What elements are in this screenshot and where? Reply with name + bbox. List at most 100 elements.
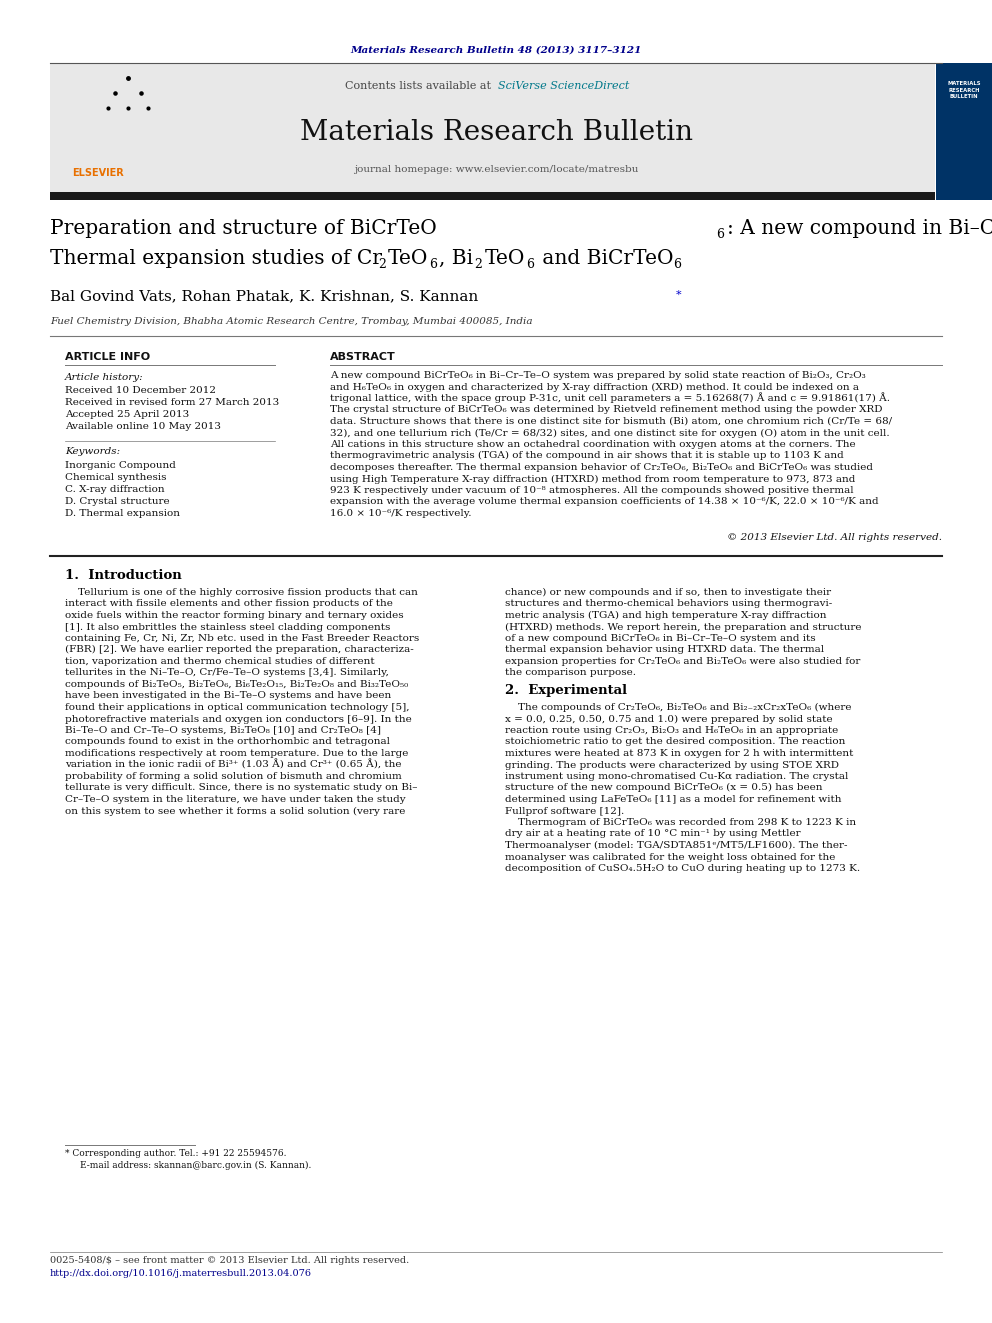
Text: have been investigated in the Bi–Te–O systems and have been: have been investigated in the Bi–Te–O sy… xyxy=(65,692,391,700)
Text: 32), and one tellurium rich (Te/Cr = 68/32) sites, and one distinct site for oxy: 32), and one tellurium rich (Te/Cr = 68/… xyxy=(330,429,890,438)
Text: D. Thermal expansion: D. Thermal expansion xyxy=(65,509,180,519)
Text: (HTXRD) methods. We report herein, the preparation and structure: (HTXRD) methods. We report herein, the p… xyxy=(505,622,861,631)
Text: compounds found to exist in the orthorhombic and tetragonal: compounds found to exist in the orthorho… xyxy=(65,737,390,746)
Text: , Bi: , Bi xyxy=(439,249,473,269)
Text: expansion properties for Cr₂TeO₆ and Bi₂TeO₆ were also studied for: expansion properties for Cr₂TeO₆ and Bi₂… xyxy=(505,658,860,665)
Text: TeO: TeO xyxy=(388,249,429,269)
Text: determined using LaFeTeO₆ [11] as a model for refinement with: determined using LaFeTeO₆ [11] as a mode… xyxy=(505,795,841,804)
Text: dry air at a heating rate of 10 °C min⁻¹ by using Mettler: dry air at a heating rate of 10 °C min⁻¹… xyxy=(505,830,801,839)
Text: Materials Research Bulletin: Materials Research Bulletin xyxy=(300,119,692,147)
Text: decomposition of CuSO₄.5H₂O to CuO during heating up to 1273 K.: decomposition of CuSO₄.5H₂O to CuO durin… xyxy=(505,864,860,873)
Text: journal homepage: www.elsevier.com/locate/matresbu: journal homepage: www.elsevier.com/locat… xyxy=(354,165,638,175)
Text: ABSTRACT: ABSTRACT xyxy=(330,352,396,363)
Text: of a new compound BiCrTeO₆ in Bi–Cr–Te–O system and its: of a new compound BiCrTeO₆ in Bi–Cr–Te–O… xyxy=(505,634,815,643)
Text: stoichiometric ratio to get the desired composition. The reaction: stoichiometric ratio to get the desired … xyxy=(505,737,845,746)
Text: found their applications in optical communication technology [5],: found their applications in optical comm… xyxy=(65,703,410,712)
Text: [1]. It also embrittles the stainless steel cladding components: [1]. It also embrittles the stainless st… xyxy=(65,623,391,631)
Text: Tellurium is one of the highly corrosive fission products that can: Tellurium is one of the highly corrosive… xyxy=(65,587,418,597)
Text: *: * xyxy=(676,290,682,300)
Text: tellurate is very difficult. Since, there is no systematic study on Bi–: tellurate is very difficult. Since, ther… xyxy=(65,783,418,792)
Text: Article history:: Article history: xyxy=(65,373,144,382)
Text: structure of the new compound BiCrTeO₆ (x = 0.5) has been: structure of the new compound BiCrTeO₆ (… xyxy=(505,783,822,792)
Text: containing Fe, Cr, Ni, Zr, Nb etc. used in the Fast Breeder Reactors: containing Fe, Cr, Ni, Zr, Nb etc. used … xyxy=(65,634,420,643)
Text: 2.  Experimental: 2. Experimental xyxy=(505,684,627,697)
Bar xyxy=(936,64,992,200)
Text: Thermoanalyser (model: TGA/SDTA851ᵉ/MT5/LF1600). The ther-: Thermoanalyser (model: TGA/SDTA851ᵉ/MT5/… xyxy=(505,841,847,849)
Text: instrument using mono-chromatised Cu-Kα radiation. The crystal: instrument using mono-chromatised Cu-Kα … xyxy=(505,773,848,781)
Text: variation in the ionic radii of Bi³⁺ (1.03 Å) and Cr³⁺ (0.65 Å), the: variation in the ionic radii of Bi³⁺ (1.… xyxy=(65,759,402,770)
Text: Contents lists available at: Contents lists available at xyxy=(344,81,494,91)
Text: The compounds of Cr₂TeO₆, Bi₂TeO₆ and Bi₂₋₂xCr₂xTeO₆ (where: The compounds of Cr₂TeO₆, Bi₂TeO₆ and Bi… xyxy=(505,703,851,712)
Text: ARTICLE INFO: ARTICLE INFO xyxy=(65,352,150,363)
Text: mixtures were heated at 873 K in oxygen for 2 h with intermittent: mixtures were heated at 873 K in oxygen … xyxy=(505,749,853,758)
Text: tion, vaporization and thermo chemical studies of different: tion, vaporization and thermo chemical s… xyxy=(65,658,375,665)
Text: moanalyser was calibrated for the weight loss obtained for the: moanalyser was calibrated for the weight… xyxy=(505,852,835,861)
Text: 16.0 × 10⁻⁶/K respectively.: 16.0 × 10⁻⁶/K respectively. xyxy=(330,509,471,519)
Text: Bi–Te–O and Cr–Te–O systems, Bi₂TeO₈ [10] and Cr₂TeO₈ [4]: Bi–Te–O and Cr–Te–O systems, Bi₂TeO₈ [10… xyxy=(65,726,381,736)
Text: decomposes thereafter. The thermal expansion behavior of Cr₂TeO₆, Bi₂TeO₆ and Bi: decomposes thereafter. The thermal expan… xyxy=(330,463,873,472)
Text: and H₆TeO₆ in oxygen and characterized by X-ray diffraction (XRD) method. It cou: and H₆TeO₆ in oxygen and characterized b… xyxy=(330,382,859,392)
Text: Bal Govind Vats, Rohan Phatak, K. Krishnan, S. Kannan: Bal Govind Vats, Rohan Phatak, K. Krishn… xyxy=(50,288,478,303)
Text: http://dx.doi.org/10.1016/j.materresbull.2013.04.076: http://dx.doi.org/10.1016/j.materresbull… xyxy=(50,1269,312,1278)
Text: 1.  Introduction: 1. Introduction xyxy=(65,569,182,582)
Text: 2: 2 xyxy=(474,258,482,271)
Text: 6: 6 xyxy=(673,258,681,271)
Text: ELSEVIER: ELSEVIER xyxy=(72,168,124,179)
Text: expansion with the average volume thermal expansion coefficients of 14.38 × 10⁻⁶: expansion with the average volume therma… xyxy=(330,497,879,507)
Text: tellurites in the Ni–Te–O, Cr/Fe–Te–O systems [3,4]. Similarly,: tellurites in the Ni–Te–O, Cr/Fe–Te–O sy… xyxy=(65,668,389,677)
Text: (FBR) [2]. We have earlier reported the preparation, characteriza-: (FBR) [2]. We have earlier reported the … xyxy=(65,646,414,655)
Text: and BiCrTeO: and BiCrTeO xyxy=(536,249,674,269)
Text: Materials Research Bulletin 48 (2013) 3117–3121: Materials Research Bulletin 48 (2013) 31… xyxy=(350,45,642,54)
Text: A new compound BiCrTeO₆ in Bi–Cr–Te–O system was prepared by solid state reactio: A new compound BiCrTeO₆ in Bi–Cr–Te–O sy… xyxy=(330,370,866,380)
Text: compounds of Bi₂TeO₅, Bi₂TeO₆, Bi₆Te₂O₁₅, Bi₂Te₂O₈ and Bi₃₂TeO₅₀: compounds of Bi₂TeO₅, Bi₂TeO₆, Bi₆Te₂O₁₅… xyxy=(65,680,409,689)
Text: Received 10 December 2012: Received 10 December 2012 xyxy=(65,386,216,396)
Text: Accepted 25 April 2013: Accepted 25 April 2013 xyxy=(65,410,189,419)
Text: SciVerse ScienceDirect: SciVerse ScienceDirect xyxy=(498,81,629,91)
Text: metric analysis (TGA) and high temperature X-ray diffraction: metric analysis (TGA) and high temperatu… xyxy=(505,611,826,620)
Text: All cations in this structure show an octahedral coordination with oxygen atoms : All cations in this structure show an oc… xyxy=(330,441,856,448)
Text: oxide fuels within the reactor forming binary and ternary oxides: oxide fuels within the reactor forming b… xyxy=(65,611,404,620)
Text: modifications respectively at room temperature. Due to the large: modifications respectively at room tempe… xyxy=(65,749,409,758)
Text: the comparison purpose.: the comparison purpose. xyxy=(505,668,636,677)
Text: Fuel Chemistry Division, Bhabha Atomic Research Centre, Trombay, Mumbai 400085, : Fuel Chemistry Division, Bhabha Atomic R… xyxy=(50,318,533,325)
Text: C. X-ray diffraction: C. X-ray diffraction xyxy=(65,486,165,493)
Text: Cr–Te–O system in the literature, we have under taken the study: Cr–Te–O system in the literature, we hav… xyxy=(65,795,406,804)
Text: using High Temperature X-ray diffraction (HTXRD) method from room temperature to: using High Temperature X-ray diffraction… xyxy=(330,475,855,483)
Text: x = 0.0, 0.25, 0.50, 0.75 and 1.0) were prepared by solid state: x = 0.0, 0.25, 0.50, 0.75 and 1.0) were … xyxy=(505,714,832,724)
Text: E-mail address: skannan@barc.gov.in (S. Kannan).: E-mail address: skannan@barc.gov.in (S. … xyxy=(80,1160,311,1170)
Text: 923 K respectively under vacuum of 10⁻⁸ atmospheres. All the compounds showed po: 923 K respectively under vacuum of 10⁻⁸ … xyxy=(330,486,854,495)
Text: trigonal lattice, with the space group P-31c, unit cell parameters a = 5.16268(7: trigonal lattice, with the space group P… xyxy=(330,392,890,404)
Text: 6: 6 xyxy=(526,258,534,271)
Text: structures and thermo-chemical behaviors using thermogravi-: structures and thermo-chemical behaviors… xyxy=(505,599,832,609)
Text: thermogravimetric analysis (TGA) of the compound in air shows that it is stable : thermogravimetric analysis (TGA) of the … xyxy=(330,451,844,460)
Text: 0025-5408/$ – see front matter © 2013 Elsevier Ltd. All rights reserved.: 0025-5408/$ – see front matter © 2013 El… xyxy=(50,1256,410,1265)
Text: Chemical synthesis: Chemical synthesis xyxy=(65,474,167,482)
Text: 6: 6 xyxy=(716,229,724,241)
Text: Keywords:: Keywords: xyxy=(65,447,120,456)
Bar xyxy=(50,64,935,200)
Text: The crystal structure of BiCrTeO₆ was determined by Rietveld refinement method u: The crystal structure of BiCrTeO₆ was de… xyxy=(330,406,883,414)
Text: Fullprof software [12].: Fullprof software [12]. xyxy=(505,807,624,815)
Text: probability of forming a solid solution of bismuth and chromium: probability of forming a solid solution … xyxy=(65,773,402,781)
Text: reaction route using Cr₂O₃, Bi₂O₃ and H₆TeO₆ in an appropriate: reaction route using Cr₂O₃, Bi₂O₃ and H₆… xyxy=(505,726,838,736)
Text: photorefractive materials and oxygen ion conductors [6–9]. In the: photorefractive materials and oxygen ion… xyxy=(65,714,412,724)
Text: : A new compound in Bi–Cr–Te–O system.: : A new compound in Bi–Cr–Te–O system. xyxy=(727,220,992,238)
Text: TeO: TeO xyxy=(485,249,526,269)
Text: 6: 6 xyxy=(429,258,437,271)
Text: © 2013 Elsevier Ltd. All rights reserved.: © 2013 Elsevier Ltd. All rights reserved… xyxy=(727,533,942,542)
Text: interact with fissile elements and other fission products of the: interact with fissile elements and other… xyxy=(65,599,393,609)
Text: thermal expansion behavior using HTXRD data. The thermal: thermal expansion behavior using HTXRD d… xyxy=(505,646,824,655)
Text: D. Crystal structure: D. Crystal structure xyxy=(65,497,170,505)
Text: grinding. The products were characterized by using STOE XRD: grinding. The products were characterize… xyxy=(505,761,839,770)
Text: Thermogram of BiCrTeO₆ was recorded from 298 K to 1223 K in: Thermogram of BiCrTeO₆ was recorded from… xyxy=(505,818,856,827)
Text: Inorganic Compound: Inorganic Compound xyxy=(65,460,176,470)
Text: 2: 2 xyxy=(378,258,386,271)
Text: Thermal expansion studies of Cr: Thermal expansion studies of Cr xyxy=(50,249,382,269)
Text: MATERIALS
RESEARCH
BULLETIN: MATERIALS RESEARCH BULLETIN xyxy=(947,81,981,99)
Text: on this system to see whether it forms a solid solution (very rare: on this system to see whether it forms a… xyxy=(65,807,406,815)
Bar xyxy=(50,192,935,200)
Text: Available online 10 May 2013: Available online 10 May 2013 xyxy=(65,422,221,431)
Text: Received in revised form 27 March 2013: Received in revised form 27 March 2013 xyxy=(65,398,280,407)
Text: data. Structure shows that there is one distinct site for bismuth (Bi) atom, one: data. Structure shows that there is one … xyxy=(330,417,892,426)
Text: * Corresponding author. Tel.: +91 22 25594576.: * Corresponding author. Tel.: +91 22 255… xyxy=(65,1148,287,1158)
